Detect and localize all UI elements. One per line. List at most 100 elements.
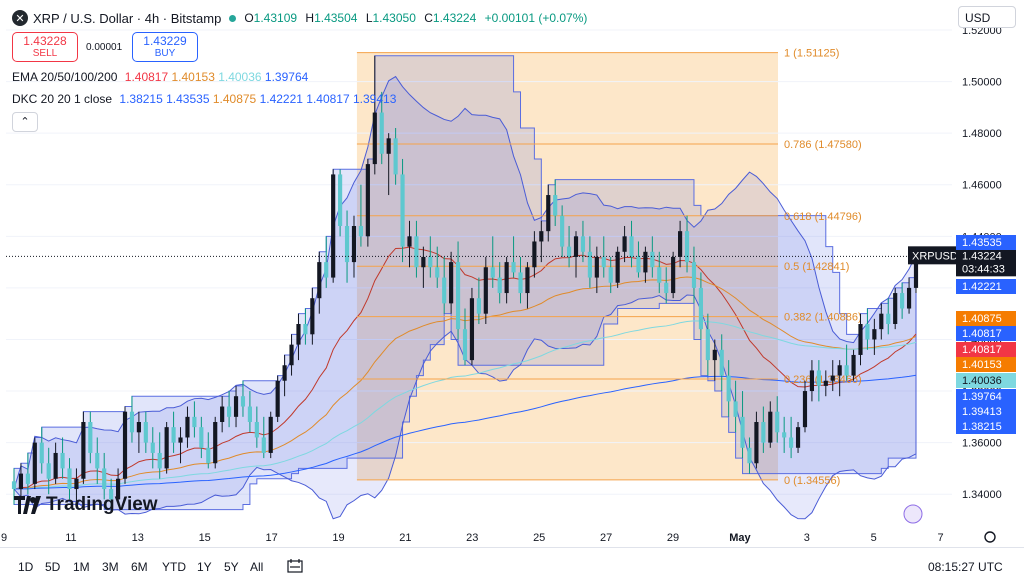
candle [25,452,30,495]
timeframe-1d[interactable]: 1D [18,560,34,574]
candle [310,287,315,345]
candle [400,158,405,263]
candle [233,385,239,428]
timeframe-all[interactable]: All [250,560,264,574]
currency-select[interactable]: USD [958,6,1016,28]
candle [268,411,273,459]
timeframe-6m[interactable]: 6M [131,560,148,574]
candle [886,298,891,335]
fib-label-1: 0.786 (1.47580) [784,139,862,151]
price-tag-6: 1.40036 [956,373,1016,388]
candle [81,411,86,484]
price-tag-5: 1.40153 [956,357,1016,372]
price-tick-8: 1.50000 [962,77,1002,89]
candle [795,422,801,453]
candle [560,205,565,257]
candle [261,416,266,459]
candle [802,380,808,433]
svg-text:1.40153: 1.40153 [962,359,1002,371]
svg-text:1.43535: 1.43535 [962,237,1002,249]
price-tag-7: 1.39764 [956,389,1016,404]
price-tag-4: 1.40817 [956,342,1016,357]
candle [365,158,370,247]
candle [539,220,544,263]
candle [379,91,384,165]
time-tick-13: 5 [871,532,877,544]
price-tick-9: 1.52000 [962,25,1002,37]
candle [900,282,905,319]
candle [594,246,599,294]
utc-clock[interactable]: 08:15:27 UTC [928,560,1003,574]
keltner-band [13,75,917,520]
time-tick-14: 7 [938,532,944,544]
fib-label-4: 0.382 (1.40886) [784,312,862,324]
candle [192,401,197,438]
price-tag-9: 1.38215 [956,419,1016,434]
candle [761,406,766,453]
candle [18,463,24,500]
ema-value-1: 1.40153 [171,70,219,84]
candle [115,468,121,505]
sell-button[interactable]: 1.43228 SELL [12,32,78,62]
ohlc-readout: O1.43109 H1.43504 L1.43050 C1.43224 +0.0… [244,11,588,25]
candle [60,437,65,479]
dkc-legend[interactable]: DKC 20 20 1 close 1.38215 1.43535 1.4087… [12,92,397,106]
buy-button[interactable]: 1.43229 BUY [132,32,198,62]
candle [102,452,107,500]
price-tick-6: 1.46000 [962,180,1002,192]
candle [95,437,100,484]
candle [553,179,558,226]
candle [601,236,606,278]
svg-text:1.43224: 1.43224 [962,250,1002,262]
symbol-title[interactable]: XRP / U.S. Dollar · 4h · Bitstamp [33,10,222,26]
chevron-up-icon[interactable]: ⌃ [12,112,38,132]
sparkle-icon[interactable] [903,504,923,524]
time-tick-4: 17 [265,532,277,544]
time-tick-0: 9 [1,532,7,544]
candle [733,380,738,433]
calendar-range-icon[interactable] [287,559,303,573]
candle [32,437,37,490]
candle [46,447,51,495]
timeframe-3m[interactable]: 3M [102,560,119,574]
candle [227,391,232,428]
candle [129,396,135,443]
xrp-icon: ✕ [12,10,28,26]
candle [858,313,863,366]
timeframe-ytd[interactable]: YTD [162,560,186,574]
ema-value-3: 1.39764 [264,70,309,84]
ema-value-0: 1.40817 [124,70,172,84]
candle [53,442,58,484]
timeframe-1y[interactable]: 1Y [197,560,212,574]
candle [67,458,72,500]
candle [684,215,690,273]
candle [747,437,752,474]
candle [185,406,190,448]
ema-legend[interactable]: EMA 20/50/100/200 1.40817 1.40153 1.4003… [12,70,309,84]
candle [331,169,336,283]
time-tick-9: 27 [600,532,612,544]
candle [407,220,412,268]
candle [823,370,828,397]
candle [525,262,530,309]
candle [88,411,93,464]
candle [678,220,683,268]
gear-icon[interactable] [984,531,996,543]
candle [483,256,488,324]
candle [782,416,787,453]
candle [386,133,391,196]
fib-label-0: 1 (1.51125) [784,48,839,60]
candle [844,344,849,381]
candle [344,210,350,283]
candle [532,231,537,278]
candle [442,256,447,314]
time-tick-8: 25 [533,532,545,544]
candle [830,360,835,392]
timeframe-5y[interactable]: 5Y [224,560,239,574]
donchian-channel [13,55,917,511]
symbol-header: ✕ XRP / U.S. Dollar · 4h · Bitstamp O1.4… [12,10,587,26]
timeframe-5d[interactable]: 5D [45,560,61,574]
candle [809,360,815,402]
timeframe-1m[interactable]: 1M [73,560,90,574]
